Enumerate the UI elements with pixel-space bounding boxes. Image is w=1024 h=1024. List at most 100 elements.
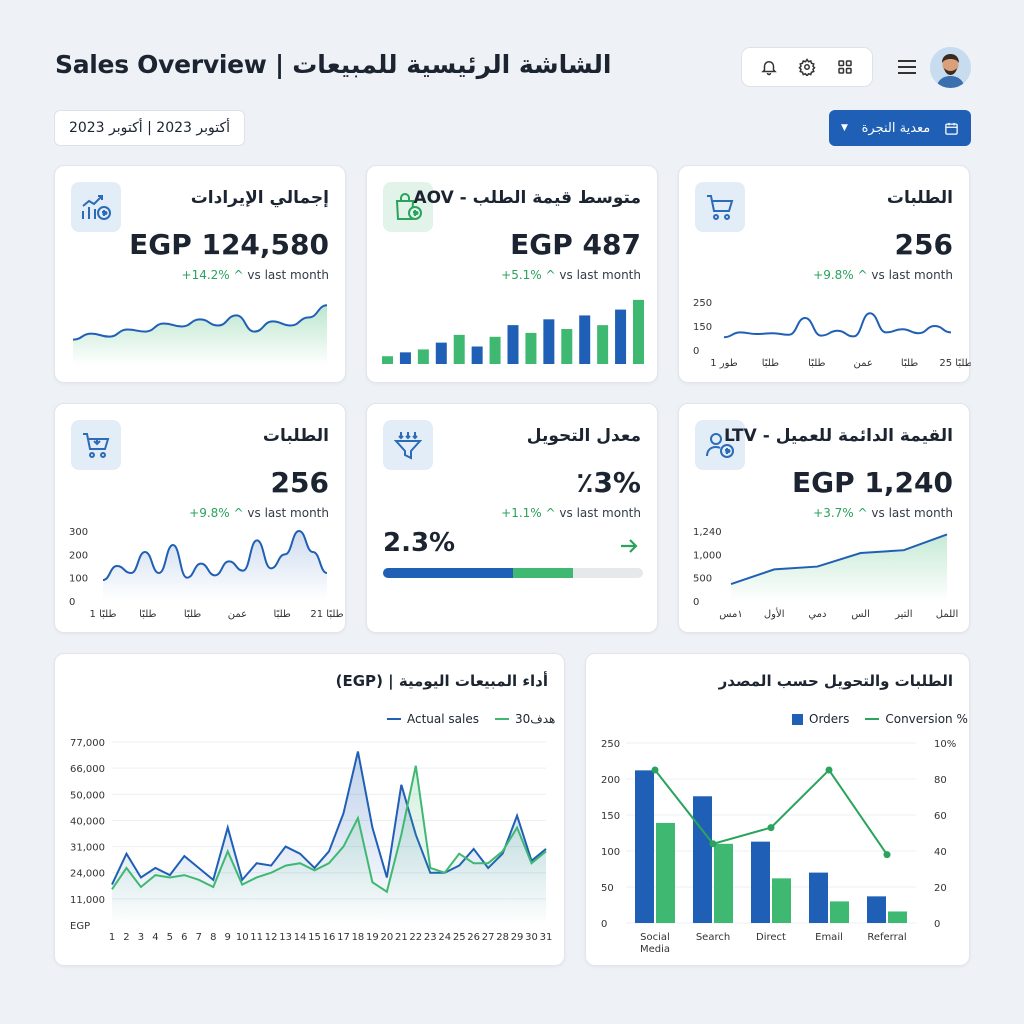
- daily-sales-chart: 77,000 66,000 50,000 40,000 31,000 24,000 11,0…: [70, 738, 552, 943]
- orders-icon-box: [695, 182, 745, 232]
- orders-card: الطلبات 256 +9.8% ^ vs last month 250 150…: [678, 165, 971, 383]
- conversion-change-suffix: vs last month: [559, 506, 641, 520]
- daily-series-line: [111, 765, 547, 894]
- daily-x-tick: 9: [225, 932, 231, 943]
- shopping-cart-icon: [707, 195, 734, 220]
- legend-swatch-target: [494, 718, 509, 720]
- caret-down-icon: ▼: [841, 123, 848, 133]
- daily-x-tick: 3: [138, 932, 144, 943]
- daily-x-tick: 23: [424, 932, 437, 943]
- orders-change-pct: +9.8%: [813, 268, 854, 282]
- filter-label: معدية النجرة: [861, 120, 931, 136]
- daily-x-tick: 17: [337, 932, 350, 943]
- ltv-x-tick: اللمل: [936, 609, 959, 620]
- daily-x-tick: 13: [279, 932, 292, 943]
- aov-change-suffix: vs last month: [559, 268, 641, 282]
- revenue-card: إجمالي الإيرادات EGP 124,580 +14.2% ^ vs…: [54, 165, 346, 383]
- aov-bar: [471, 346, 483, 364]
- legend-swatch-conversion: [865, 718, 880, 720]
- aov-bar: [382, 356, 393, 364]
- ltv-change-suffix: vs last month: [871, 506, 953, 520]
- aov-value: EGP 487: [510, 228, 641, 261]
- source-x-tick: Email: [815, 932, 843, 943]
- funnel-icon: [393, 432, 423, 460]
- aov-bar: [561, 329, 573, 364]
- conversion-card: معدل التحويل ٪3% +1.1% ^ vs last month 2…: [366, 403, 658, 633]
- source-y-tick-left: 150: [601, 811, 620, 822]
- page-title: Sales Overview | الشاشة الرئيسية للمبيعا…: [55, 50, 612, 79]
- progress-fill-primary: [383, 568, 513, 578]
- ltv-y-tick: 0: [693, 597, 699, 608]
- daily-x-tick: 28: [496, 932, 509, 943]
- settings-button[interactable]: [792, 52, 822, 82]
- ltv-icon-box: [695, 420, 745, 470]
- source-conversion-point: [709, 840, 717, 848]
- filter-dropdown[interactable]: ▼ معدية النجرة: [829, 110, 971, 146]
- apps-button[interactable]: [830, 52, 860, 82]
- ltv-line: [730, 533, 948, 586]
- source-card: الطلبات والتحويل حسب المصدر Orders Conve…: [585, 653, 970, 966]
- source-orders-bar: [693, 796, 712, 923]
- orders-y-tick: 0: [693, 346, 699, 357]
- orders-value: 256: [894, 228, 953, 261]
- source-conversion-point: [883, 851, 891, 859]
- source-title: الطلبات والتحويل حسب المصدر: [718, 672, 953, 690]
- conversion-change: +1.1% ^ vs last month: [501, 506, 641, 520]
- orders-change-arrow: ^: [857, 268, 868, 282]
- daily-y-tick: 24,000: [70, 869, 105, 880]
- orders2-x-tick: طلبًا: [274, 609, 291, 620]
- orders2-x-tick: طلبًا: [184, 609, 201, 620]
- menu-icon: [898, 60, 916, 74]
- source-legend: Orders Conversion %: [792, 712, 968, 726]
- menu-button[interactable]: [893, 52, 921, 82]
- orders2-area-chart: 300 200 100 0 1 طلبًا طلبًا طلبًا عمن طلبًا 21 طل…: [69, 527, 344, 620]
- daily-x-tick: 1: [109, 932, 115, 943]
- daily-x-tick: 11: [250, 932, 263, 943]
- aov-bar: [489, 336, 501, 364]
- orders2-x-tick: عمن: [228, 609, 247, 620]
- source-orders-bar: [809, 872, 828, 923]
- daily-series-line: [111, 751, 547, 886]
- orders-line: [723, 312, 952, 339]
- source-x-tick: Direct: [756, 932, 786, 943]
- source-orders-bar-secondary: [830, 901, 849, 923]
- ltv-y-tick: 1,240: [693, 527, 722, 538]
- orders2-change: +9.8% ^ vs last month: [189, 506, 329, 520]
- arrow-right-icon: [621, 539, 638, 553]
- orders-x-tick: طلبًا: [808, 358, 825, 369]
- ltv-y-tick: 500: [693, 574, 712, 585]
- legend-swatch-actual: [387, 718, 401, 720]
- daily-x-tick: 14: [294, 932, 307, 943]
- grid-icon: [838, 60, 852, 74]
- source-y-tick-right: 60: [934, 811, 947, 822]
- daily-y-tick: 40,000: [70, 816, 105, 827]
- ltv-card: القيمة الدائمة للعميل - LTV EGP 1,240 +3…: [678, 403, 970, 633]
- aov-bar: [525, 332, 537, 364]
- date-range-display[interactable]: أكتوبر 2023 | أكتوبر 2023: [54, 110, 245, 146]
- orders2-x-tick: 1 طلبًا: [90, 609, 117, 620]
- orders-change-suffix: vs last month: [871, 268, 953, 282]
- notifications-button[interactable]: [754, 52, 784, 82]
- source-y-tick-right: 10%: [934, 739, 956, 750]
- legend-label-conversion: Conversion %: [885, 712, 968, 726]
- ltv-y-tick: 1,000: [693, 550, 722, 561]
- aov-bar: [543, 319, 555, 364]
- daily-series-area: [112, 765, 546, 925]
- daily-y-tick: 77,000: [70, 738, 105, 749]
- daily-x-tick: 18: [352, 932, 365, 943]
- daily-x-tick: 16: [323, 932, 336, 943]
- toolbar: [741, 47, 873, 87]
- aov-change-arrow: ^: [545, 268, 556, 282]
- daily-x-tick: 19: [366, 932, 379, 943]
- daily-x-tick: 6: [181, 932, 187, 943]
- daily-x-tick: 8: [210, 932, 216, 943]
- orders-change: +9.8% ^ vs last month: [813, 268, 953, 282]
- orders2-area: [103, 531, 327, 601]
- aov-bar: [579, 315, 591, 364]
- conversion-progress-bar: [383, 568, 643, 578]
- avatar[interactable]: [930, 47, 971, 88]
- gear-icon: [798, 58, 816, 76]
- source-conversion-point: [651, 766, 659, 774]
- orders-y-tick: 250: [693, 298, 712, 309]
- daily-x-tick: 7: [196, 932, 202, 943]
